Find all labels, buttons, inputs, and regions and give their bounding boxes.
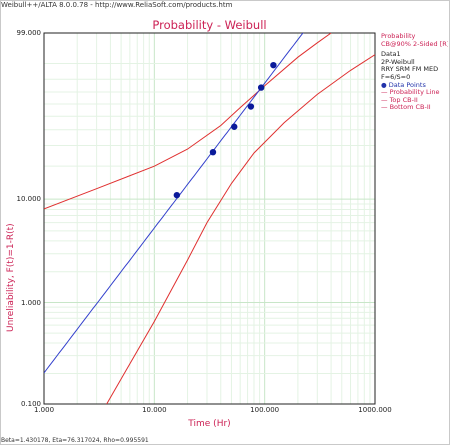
legend-entry: Probability [381, 33, 416, 40]
data-point [270, 61, 277, 69]
chart-title: Probability - Weibull [152, 18, 267, 32]
y-tick-label: 0.100 [20, 400, 41, 408]
legend-entry: Data1 [381, 51, 401, 59]
x-tick-label: 10.000 [142, 406, 167, 414]
x-tick-label: 1.000 [33, 406, 55, 414]
parameter-footer: Beta=1.430178, Eta=76.317024, Rho=0.9955… [1, 437, 149, 444]
x-tick-label: 1000.000 [358, 406, 392, 414]
window-header: Weibull++/ALTA 8.0.0.78 - http://www.Rel… [1, 1, 233, 9]
legend-entry: 2P-Weibull [381, 58, 415, 66]
legend-entry: F=6/S=0 [381, 73, 411, 81]
data-point [257, 84, 265, 91]
legend-entry: — Bottom CB-II [381, 104, 431, 112]
plot-border [43, 32, 376, 405]
x-tick-label: 100.000 [250, 406, 280, 414]
legend-entry: — Probability Line [381, 89, 440, 97]
legend-entry: CB@90% 2-Sided [R] [381, 40, 448, 48]
y-tick-label: 10.000 [16, 195, 42, 204]
legend-entry: — Top CB-II [381, 96, 418, 104]
y-tick-label: 99.000 [16, 29, 42, 37]
top-confidence-bound-line [44, 33, 332, 210]
y-tick-label: 1.000 [20, 298, 41, 307]
legend-entry: RRY SRM FM MED [381, 66, 439, 74]
data-point [173, 191, 181, 199]
legend-entry: ● Data Points [381, 81, 426, 89]
data-point [247, 103, 255, 110]
data-point [231, 123, 238, 130]
bottom-confidence-bound-line [106, 54, 375, 404]
legend: Probability CB@90% 2-Sided [R] Data1 2P-Wei… [381, 33, 448, 112]
x-axis-label: Time (Hr) [188, 419, 231, 429]
data-point [209, 148, 217, 156]
